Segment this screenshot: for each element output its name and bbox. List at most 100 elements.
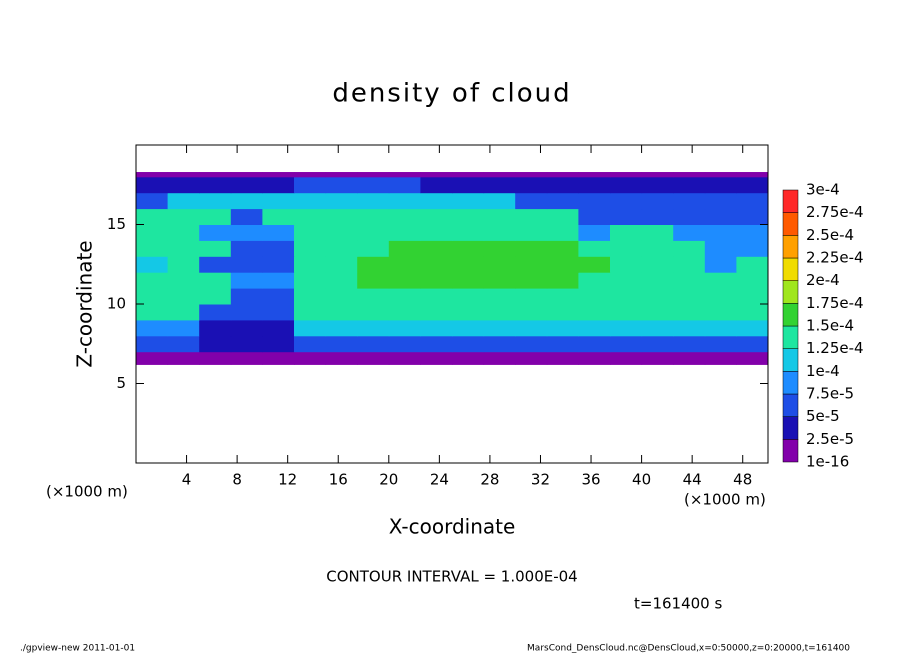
cell <box>673 176 706 194</box>
cell <box>388 172 421 178</box>
cell <box>578 176 611 194</box>
cell <box>357 272 390 289</box>
cell <box>325 208 358 225</box>
cell <box>578 304 611 321</box>
cell <box>420 288 453 305</box>
cell <box>230 272 263 289</box>
cell <box>167 335 200 353</box>
cell <box>452 256 485 273</box>
colorbar-box <box>782 393 799 417</box>
cell <box>673 288 706 305</box>
cell <box>704 172 737 178</box>
cell <box>230 319 263 337</box>
cell <box>641 304 674 321</box>
cell <box>641 272 674 289</box>
chart-title: density of cloud <box>332 79 571 109</box>
cell <box>325 240 358 257</box>
cell <box>578 256 611 273</box>
cell <box>546 288 579 305</box>
cell <box>294 288 327 305</box>
cell <box>641 208 674 225</box>
cell <box>230 304 263 321</box>
cell <box>294 304 327 321</box>
cell <box>452 192 485 210</box>
cell <box>452 351 485 365</box>
cell <box>452 176 485 194</box>
colorbar-box <box>782 189 799 213</box>
cell <box>483 224 516 241</box>
cell <box>736 304 769 321</box>
cell <box>704 319 737 337</box>
cell <box>704 208 737 225</box>
cell <box>388 272 421 289</box>
cell <box>167 192 200 210</box>
cell <box>515 172 548 178</box>
cell <box>546 319 579 337</box>
cell <box>357 192 390 210</box>
cell <box>420 304 453 321</box>
cell <box>610 172 643 178</box>
cell <box>736 240 769 257</box>
cell <box>199 224 232 241</box>
cell <box>420 240 453 257</box>
cell <box>230 351 263 365</box>
cell <box>420 176 453 194</box>
cell <box>294 335 327 353</box>
x-tick-label: 4 <box>182 471 192 489</box>
cell <box>641 224 674 241</box>
cell <box>357 304 390 321</box>
cell <box>515 224 548 241</box>
cell <box>452 304 485 321</box>
cell <box>325 319 358 337</box>
cell <box>483 192 516 210</box>
cell <box>515 351 548 365</box>
cell <box>420 272 453 289</box>
cell <box>578 288 611 305</box>
cell <box>483 172 516 178</box>
cell <box>546 304 579 321</box>
colorbar-label: 2.25e-4 <box>806 249 864 267</box>
cell <box>136 304 169 321</box>
cell <box>673 172 706 178</box>
cell <box>136 288 169 305</box>
cell <box>199 304 232 321</box>
cell <box>515 272 548 289</box>
cell <box>294 224 327 241</box>
cell <box>736 288 769 305</box>
cell <box>262 319 295 337</box>
cell <box>230 256 263 273</box>
cell <box>294 272 327 289</box>
colorbar-box <box>782 348 799 372</box>
cell <box>325 288 358 305</box>
cell <box>294 176 327 194</box>
x-tick-label: 40 <box>632 471 651 489</box>
cell <box>452 172 485 178</box>
colorbar-label: 2.5e-5 <box>806 430 854 448</box>
colorbar-box <box>782 325 799 349</box>
cell <box>610 224 643 241</box>
cell <box>167 176 200 194</box>
cell <box>578 192 611 210</box>
cell <box>167 224 200 241</box>
cell <box>673 240 706 257</box>
cell <box>610 335 643 353</box>
cell <box>136 256 169 273</box>
contour-note: CONTOUR INTERVAL = 1.000E-04 <box>326 568 577 586</box>
cell <box>641 351 674 365</box>
x-tick-label: 16 <box>329 471 348 489</box>
cell <box>641 172 674 178</box>
cell <box>294 351 327 365</box>
cell <box>262 256 295 273</box>
cell <box>578 172 611 178</box>
cell <box>578 272 611 289</box>
colorbar-label: 5e-5 <box>806 407 840 425</box>
cell <box>262 240 295 257</box>
cell <box>578 224 611 241</box>
cell <box>515 335 548 353</box>
colorbar-label: 3e-4 <box>806 181 840 199</box>
cell <box>262 224 295 241</box>
cell <box>388 351 421 365</box>
cell <box>736 224 769 241</box>
cell <box>641 256 674 273</box>
